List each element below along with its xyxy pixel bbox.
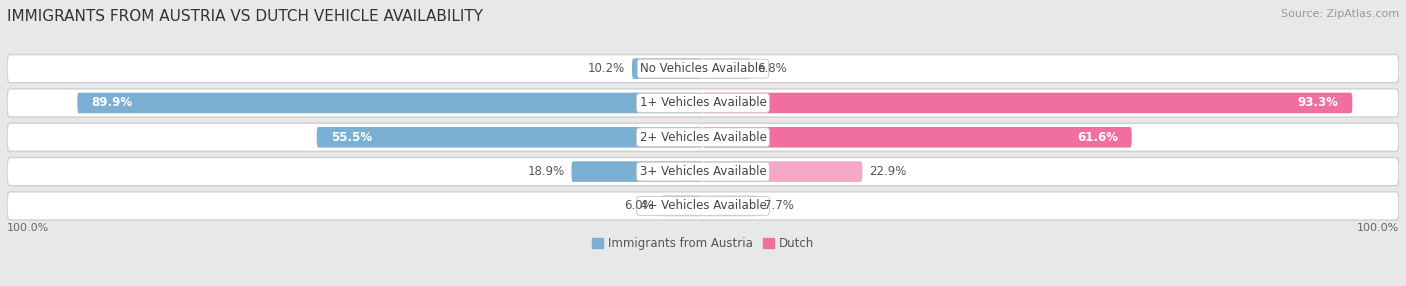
Text: 61.6%: 61.6%: [1077, 131, 1118, 144]
Text: 1+ Vehicles Available: 1+ Vehicles Available: [640, 96, 766, 110]
FancyBboxPatch shape: [703, 127, 1132, 148]
Text: IMMIGRANTS FROM AUSTRIA VS DUTCH VEHICLE AVAILABILITY: IMMIGRANTS FROM AUSTRIA VS DUTCH VEHICLE…: [7, 9, 484, 23]
FancyBboxPatch shape: [77, 93, 703, 113]
Text: 4+ Vehicles Available: 4+ Vehicles Available: [640, 199, 766, 212]
Text: 6.0%: 6.0%: [624, 199, 654, 212]
Text: 7.7%: 7.7%: [763, 199, 793, 212]
FancyBboxPatch shape: [571, 161, 703, 182]
Text: 22.9%: 22.9%: [869, 165, 907, 178]
Text: 2+ Vehicles Available: 2+ Vehicles Available: [640, 131, 766, 144]
Text: 100.0%: 100.0%: [1357, 223, 1399, 233]
FancyBboxPatch shape: [7, 192, 1399, 220]
FancyBboxPatch shape: [703, 196, 756, 216]
FancyBboxPatch shape: [7, 158, 1399, 186]
Text: 55.5%: 55.5%: [330, 131, 371, 144]
Legend: Immigrants from Austria, Dutch: Immigrants from Austria, Dutch: [586, 233, 820, 255]
Text: 100.0%: 100.0%: [7, 223, 49, 233]
Text: 18.9%: 18.9%: [527, 165, 564, 178]
FancyBboxPatch shape: [316, 127, 703, 148]
FancyBboxPatch shape: [7, 55, 1399, 83]
FancyBboxPatch shape: [661, 196, 703, 216]
FancyBboxPatch shape: [703, 93, 1353, 113]
Text: 93.3%: 93.3%: [1298, 96, 1339, 110]
Text: 89.9%: 89.9%: [91, 96, 132, 110]
Text: 3+ Vehicles Available: 3+ Vehicles Available: [640, 165, 766, 178]
FancyBboxPatch shape: [7, 89, 1399, 117]
Text: No Vehicles Available: No Vehicles Available: [640, 62, 766, 75]
FancyBboxPatch shape: [633, 58, 703, 79]
Text: Source: ZipAtlas.com: Source: ZipAtlas.com: [1281, 9, 1399, 19]
Text: 10.2%: 10.2%: [588, 62, 626, 75]
FancyBboxPatch shape: [703, 58, 751, 79]
FancyBboxPatch shape: [703, 161, 862, 182]
Text: 6.8%: 6.8%: [758, 62, 787, 75]
FancyBboxPatch shape: [7, 123, 1399, 151]
